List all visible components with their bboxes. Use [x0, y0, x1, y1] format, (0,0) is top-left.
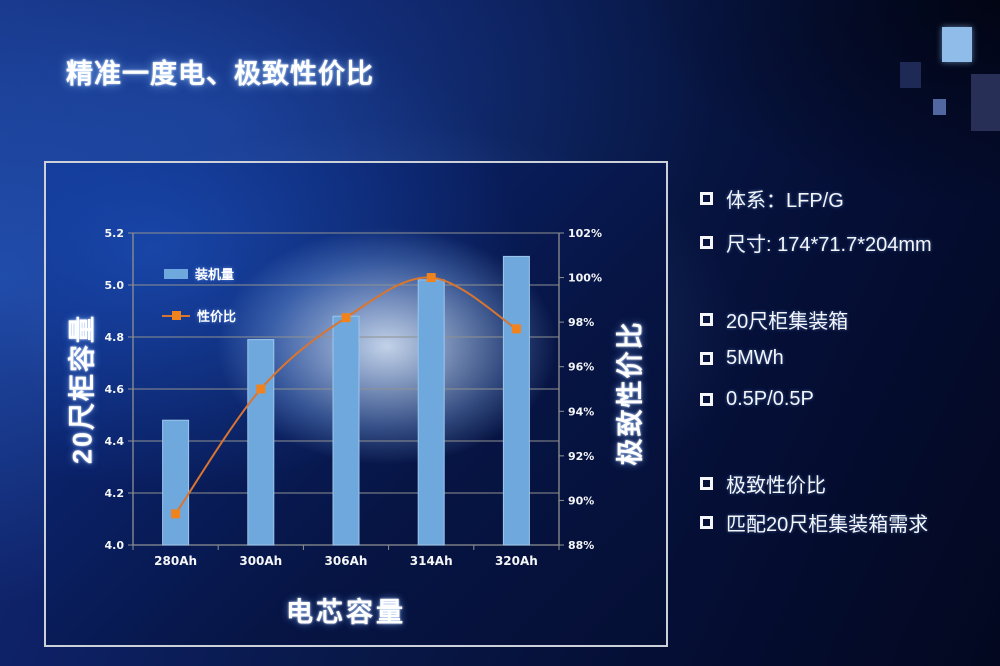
- square-bullet-icon: [700, 516, 713, 529]
- svg-text:4.6: 4.6: [105, 383, 125, 396]
- legend-line-label: 性价比: [197, 309, 237, 324]
- svg-text:98%: 98%: [568, 316, 594, 329]
- spec-item-system: 体系：LFP/G: [700, 184, 844, 213]
- line-swatch-icon: [162, 310, 190, 320]
- spec-item-container: 20尺柜集装箱: [700, 305, 848, 334]
- svg-text:4.2: 4.2: [105, 487, 125, 500]
- spec-text: 体系：LFP/G: [726, 190, 844, 212]
- spec-text: 极致性价比: [726, 475, 826, 497]
- spec-text: 尺寸: 174*71.7*204mm: [726, 234, 932, 256]
- svg-text:4.8: 4.8: [105, 331, 125, 344]
- svg-text:5.0: 5.0: [105, 279, 125, 292]
- square-bullet-icon: [700, 313, 713, 326]
- legend-item-bar: 装机量: [164, 264, 234, 283]
- svg-text:5.2: 5.2: [105, 227, 125, 240]
- square-bullet-icon: [700, 393, 713, 406]
- bar-swatch-icon: [164, 268, 188, 279]
- svg-text:102%: 102%: [568, 227, 602, 240]
- svg-text:94%: 94%: [568, 405, 594, 418]
- deco-square-navy: [900, 62, 921, 88]
- svg-text:4.0: 4.0: [105, 539, 125, 552]
- spec-text: 20尺柜集装箱: [726, 311, 849, 333]
- svg-text:280Ah: 280Ah: [154, 554, 197, 568]
- svg-text:306Ah: 306Ah: [325, 554, 368, 568]
- svg-text:4.4: 4.4: [105, 435, 125, 448]
- deco-square-small: [933, 99, 946, 115]
- svg-text:320Ah: 320Ah: [495, 554, 538, 568]
- legend-item-line: 性价比: [162, 306, 236, 325]
- left-axis-title: 20尺柜容量: [67, 313, 98, 465]
- deco-square-light: [942, 27, 972, 62]
- spec-item-energy: 5MWh: [700, 347, 784, 370]
- square-bullet-icon: [700, 352, 713, 365]
- svg-text:314Ah: 314Ah: [410, 554, 453, 568]
- svg-text:100%: 100%: [568, 272, 602, 285]
- spec-text: 匹配20尺柜集装箱需求: [726, 514, 929, 536]
- spec-item-value: 极致性价比: [700, 469, 826, 498]
- page-title: 精准一度电、极致性价比: [66, 59, 374, 89]
- spec-text: 0.5P/0.5P: [726, 388, 814, 410]
- svg-text:300Ah: 300Ah: [239, 554, 282, 568]
- legend-bar-label: 装机量: [195, 267, 235, 282]
- square-bullet-icon: [700, 236, 713, 249]
- spec-item-match: 匹配20尺柜集装箱需求: [700, 508, 928, 537]
- spec-item-crate: 0.5P/0.5P: [700, 388, 814, 411]
- combo-chart-card: 5.2 5.0 4.8 4.6 4.4 4.2 4.0 102% 100% 98% 96% 94% 92…: [44, 161, 668, 647]
- svg-text:90%: 90%: [568, 494, 594, 507]
- svg-text:92%: 92%: [568, 450, 594, 463]
- right-axis-title: 极致性价比: [615, 320, 646, 466]
- spec-item-dimensions: 尺寸: 174*71.7*204mm: [700, 228, 932, 257]
- svg-text:96%: 96%: [568, 361, 594, 374]
- spec-text: 5MWh: [726, 347, 784, 369]
- x-axis-title: 电芯容量: [286, 597, 406, 628]
- square-bullet-icon: [700, 192, 713, 205]
- svg-text:88%: 88%: [568, 539, 594, 552]
- square-bullet-icon: [700, 477, 713, 490]
- deco-square-edge: [971, 74, 1000, 131]
- combo-chart-svg: 5.2 5.0 4.8 4.6 4.4 4.2 4.0 102% 100% 98% 96% 94% 92…: [105, 227, 602, 568]
